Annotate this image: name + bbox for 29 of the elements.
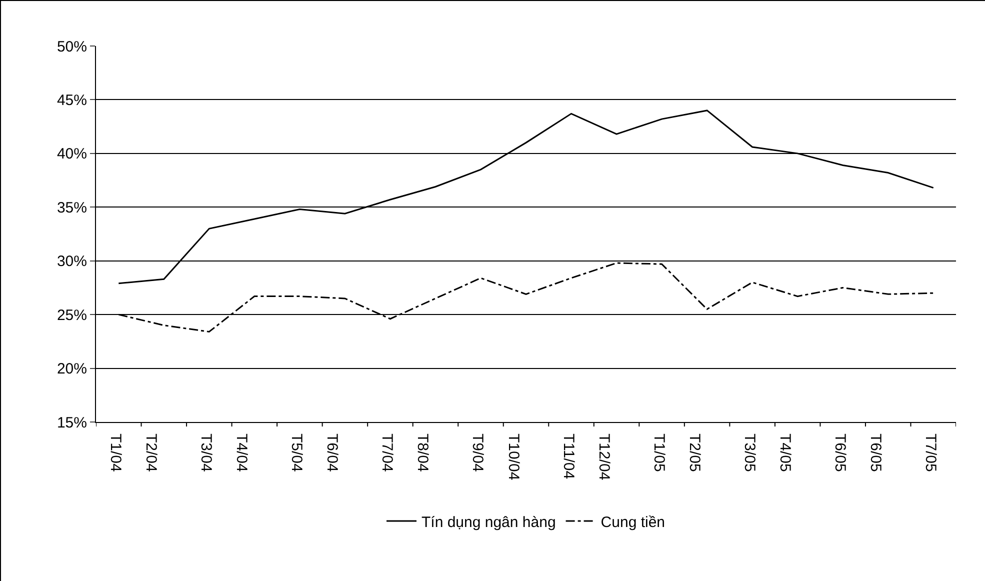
x-tick-label: T3/05	[740, 434, 758, 472]
x-tick-label: T12/04	[595, 434, 612, 480]
x-tick-label: T10/04	[504, 434, 522, 480]
legend-label: Cung tiền	[600, 514, 666, 531]
x-tick-label: T2/05	[686, 434, 703, 472]
y-tick-label: 50%	[56, 38, 87, 56]
y-tick-label: 35%	[56, 199, 87, 216]
y-tick-label: 30%	[56, 253, 87, 270]
x-tick-label: T1/04	[107, 434, 124, 472]
y-tick-label: 40%	[56, 146, 87, 163]
y-tick-label: 15%	[56, 414, 87, 432]
x-tick-label: T3/04	[198, 434, 215, 472]
x-tick-label: T6/05	[866, 434, 884, 472]
x-tick-label: T7/05	[922, 434, 939, 472]
x-tick-label: T4/05	[776, 434, 794, 472]
x-tick-label: T7/04	[378, 434, 396, 472]
x-tick-label: T2/04	[142, 434, 160, 472]
x-tick-label: T9/04	[469, 434, 486, 472]
x-tick-label: T6/04	[324, 434, 341, 472]
x-tick-label: T4/04	[233, 434, 250, 472]
y-tick-label: 45%	[56, 92, 87, 109]
x-tick-label: T5/04	[288, 434, 306, 472]
x-tick-label: T8/04	[414, 434, 432, 472]
x-tick-label: T6/05	[831, 434, 848, 472]
y-tick-label: 20%	[56, 360, 87, 378]
legend-label: Tín dụng ngân hàng	[422, 514, 556, 531]
x-tick-label: T1/05	[650, 434, 668, 472]
x-tick-label: T11/04	[560, 434, 577, 480]
y-tick-label: 25%	[56, 306, 87, 324]
